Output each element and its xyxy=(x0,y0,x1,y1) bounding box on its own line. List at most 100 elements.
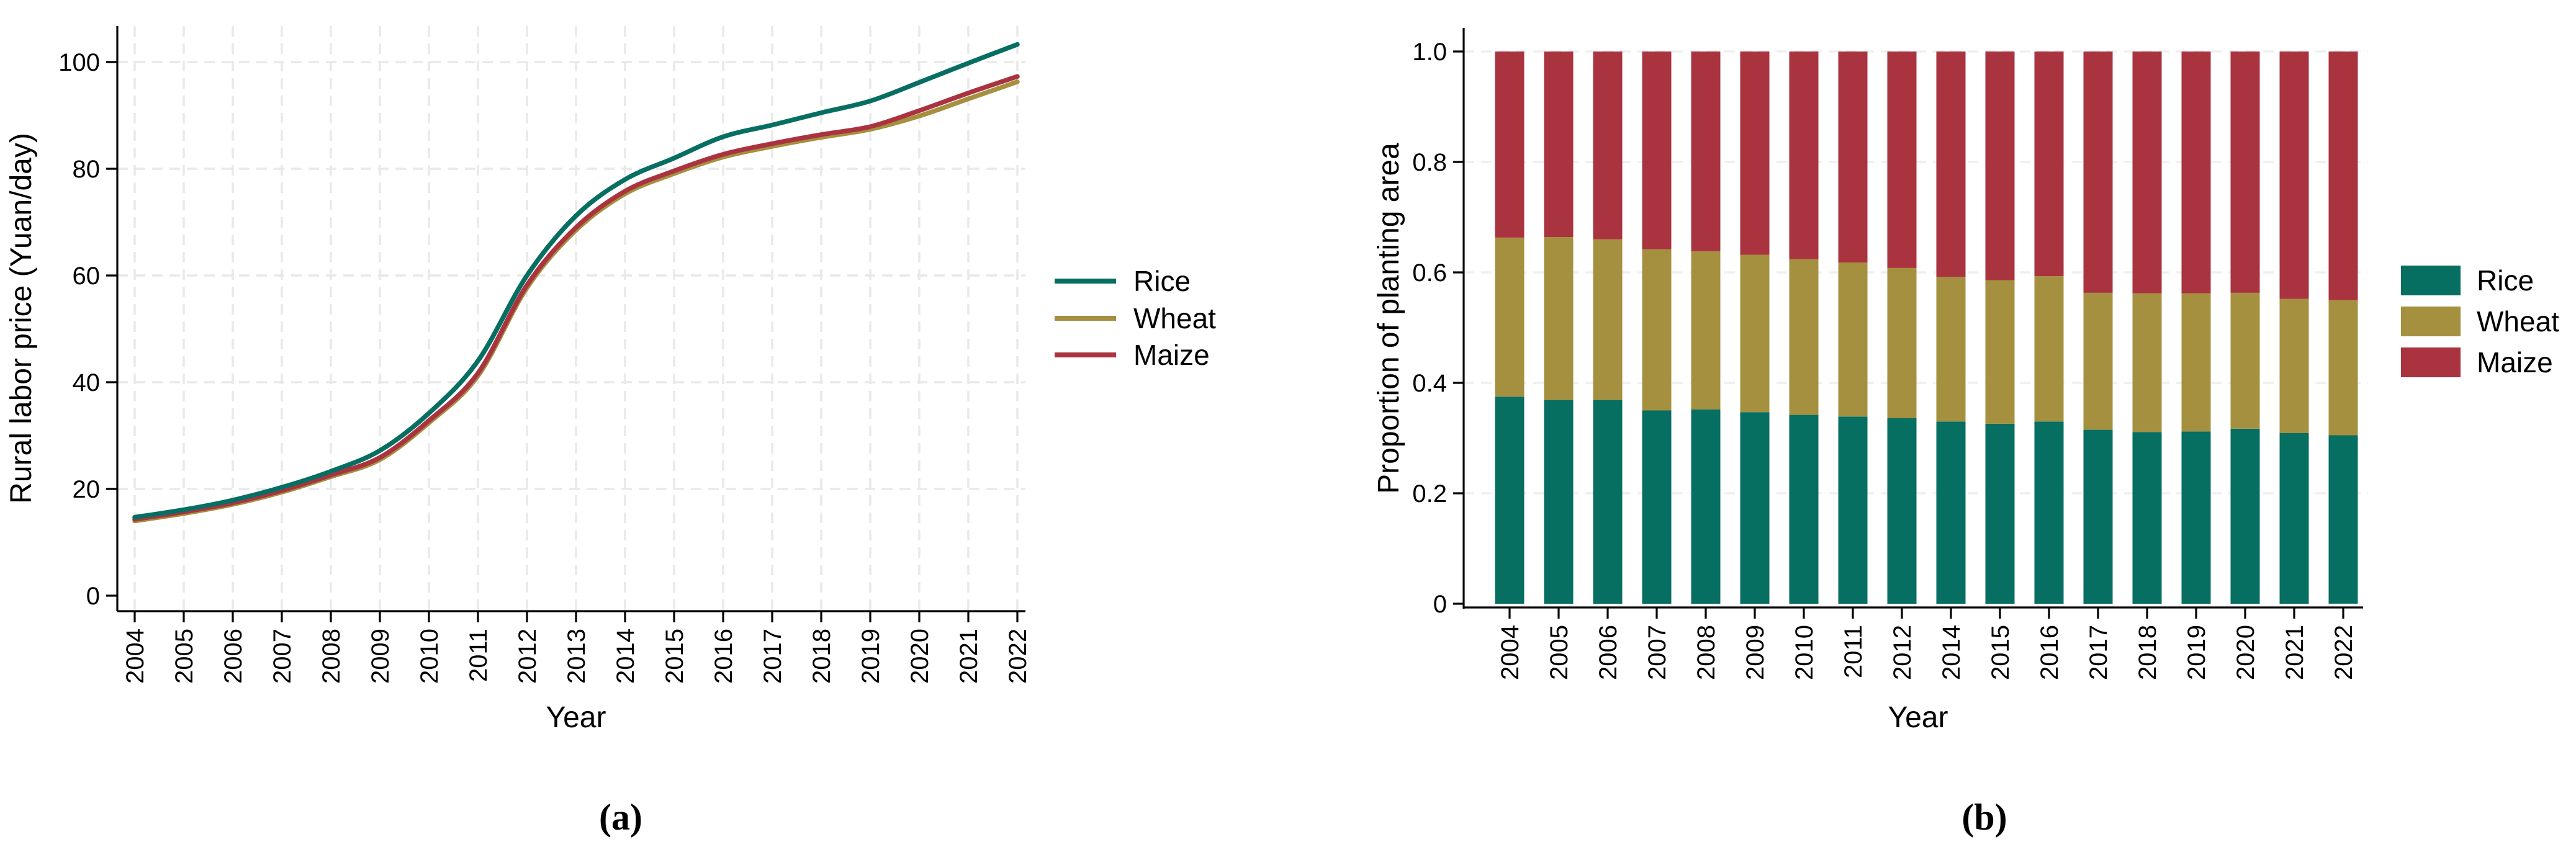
bar-segment-maize xyxy=(1887,52,1917,268)
x-tick-label: 2016 xyxy=(710,629,737,684)
bar-segment-maize xyxy=(1789,52,1819,259)
x-tick-label: 2004 xyxy=(122,629,149,684)
legend-swatch-wheat xyxy=(2401,307,2461,336)
line-series-rice xyxy=(132,42,1020,520)
bar-segment-wheat xyxy=(2328,300,2358,436)
legend-label-maize: Maize xyxy=(1133,339,1210,371)
bar-segment-rice xyxy=(2279,433,2309,604)
bar-segment-rice xyxy=(1985,423,2015,604)
bar-segment-rice xyxy=(1642,410,1672,604)
bar-segment-rice xyxy=(2230,428,2260,604)
bar-segment-wheat xyxy=(2083,292,2113,430)
bar-segment-wheat xyxy=(1642,249,1672,411)
panel-b-ticks: 0 0.2 0.4 0.6 0.8 1.0 2004 2005 2006 2007 2008 2009… xyxy=(1412,38,2358,680)
x-tick-label: 2011 xyxy=(1840,625,1867,678)
bar-segment-rice xyxy=(2083,429,2113,604)
bar-segment-maize xyxy=(2328,52,2358,300)
panel-a-caption: (a) xyxy=(599,797,642,838)
x-tick-label: 2011 xyxy=(465,629,492,682)
bar-segment-maize xyxy=(1593,52,1623,240)
x-tick-label: 2010 xyxy=(416,629,443,684)
y-tick-label: 60 xyxy=(73,262,101,290)
panel-a-y-axis-title: Rural labor price (Yuan/day) xyxy=(5,133,38,504)
legend-label-wheat: Wheat xyxy=(1133,302,1216,334)
panel-b-stacked-bar-chart: 0 0.2 0.4 0.6 0.8 1.0 2004 2005 2006 2007 2008 2009… xyxy=(1372,28,2559,838)
x-tick-label: 2022 xyxy=(2330,625,2358,680)
bar-segment-rice xyxy=(2181,431,2211,604)
x-tick-label: 2017 xyxy=(759,629,786,684)
line-series-wheat xyxy=(132,79,1020,524)
bar-segment-maize xyxy=(1985,52,2015,280)
bar-segment-wheat xyxy=(1838,262,1868,417)
x-tick-label: 2019 xyxy=(2183,625,2210,680)
legend-label-rice: Rice xyxy=(2477,264,2534,297)
x-tick-label: 2021 xyxy=(955,629,983,684)
bar-segment-maize xyxy=(1838,52,1868,262)
bar-segment-maize xyxy=(2230,52,2260,293)
bar-segment-maize xyxy=(1495,52,1524,238)
legend-label-maize: Maize xyxy=(2477,346,2553,378)
line-series-maize xyxy=(132,74,1020,522)
legend-label-rice: Rice xyxy=(1133,265,1191,297)
panel-b-y-axis-title: Proportion of planting area xyxy=(1372,143,1405,494)
x-tick-label: 2015 xyxy=(661,629,688,684)
legend-swatch-rice xyxy=(2401,266,2461,295)
x-tick-label: 2015 xyxy=(1987,625,2014,680)
x-tick-label: 2017 xyxy=(2085,625,2112,680)
bar-segment-rice xyxy=(1838,416,1868,604)
bar-segment-wheat xyxy=(1740,254,1770,413)
x-tick-label: 2010 xyxy=(1791,625,1818,680)
bar-segment-rice xyxy=(1495,396,1524,604)
bar-segment-wheat xyxy=(2181,293,2211,432)
bar-segment-maize xyxy=(2132,52,2162,293)
bar-segment-wheat xyxy=(1985,280,2015,424)
x-tick-label: 2020 xyxy=(906,629,934,684)
y-tick-label: 0 xyxy=(1433,591,1447,618)
bar-segment-wheat xyxy=(2034,276,2064,422)
bar-segment-rice xyxy=(1740,412,1770,604)
bar-segment-maize xyxy=(1691,52,1721,252)
bar-segment-wheat xyxy=(1593,239,1623,400)
bar-segment-rice xyxy=(2034,421,2064,604)
x-tick-label: 2021 xyxy=(2281,625,2308,680)
panel-b-caption: (b) xyxy=(1961,797,2007,838)
x-tick-label: 2019 xyxy=(857,629,885,684)
x-tick-label: 2009 xyxy=(367,629,394,684)
x-tick-label: 2004 xyxy=(1497,625,1524,680)
bar-segment-wheat xyxy=(2279,298,2309,433)
bar-segment-wheat xyxy=(1887,267,1917,418)
x-tick-label: 2009 xyxy=(1742,625,1769,680)
bar-segment-wheat xyxy=(1495,237,1524,397)
x-tick-label: 2012 xyxy=(1889,625,1916,680)
panel-a-x-axis-title: Year xyxy=(546,701,606,734)
bar-segment-rice xyxy=(1789,414,1819,604)
x-tick-label: 2012 xyxy=(514,629,541,684)
y-tick-label: 40 xyxy=(73,369,101,396)
x-tick-label: 2006 xyxy=(220,629,247,684)
x-tick-label: 2008 xyxy=(318,629,345,684)
panel-a-series-lines xyxy=(132,42,1020,524)
y-tick-label: 0.4 xyxy=(1412,370,1447,397)
y-tick-label: 0.8 xyxy=(1412,149,1447,176)
y-tick-label: 0.6 xyxy=(1412,259,1447,287)
bar-segment-rice xyxy=(2132,432,2162,604)
legend-swatch-maize xyxy=(2401,347,2461,377)
bar-segment-wheat xyxy=(2132,293,2162,432)
bar-segment-maize xyxy=(1936,52,1966,277)
x-tick-label: 2020 xyxy=(2232,625,2259,680)
bar-segment-rice xyxy=(2328,435,2358,604)
legend-label-wheat: Wheat xyxy=(2477,305,2559,338)
y-tick-label: 1.0 xyxy=(1412,38,1447,66)
bar-segment-rice xyxy=(1593,400,1623,604)
y-tick-label: 20 xyxy=(73,476,101,503)
panel-b-legend: Rice Wheat Maize xyxy=(2401,264,2559,378)
bar-segment-maize xyxy=(1642,52,1672,249)
panel-a-line-chart: 2004 2005 2006 2007 2008 2009 2010 2011 2012 2013… xyxy=(5,26,1216,838)
panel-a-legend: Rice Wheat Maize xyxy=(1055,265,1216,371)
bar-segment-wheat xyxy=(1544,237,1574,400)
panel-a-gridlines xyxy=(117,26,1025,610)
x-tick-label: 2008 xyxy=(1693,625,1720,680)
panel-b-x-axis-title: Year xyxy=(1888,701,1948,734)
bar-segment-maize xyxy=(2034,52,2064,277)
y-tick-label: 0.2 xyxy=(1412,480,1447,508)
